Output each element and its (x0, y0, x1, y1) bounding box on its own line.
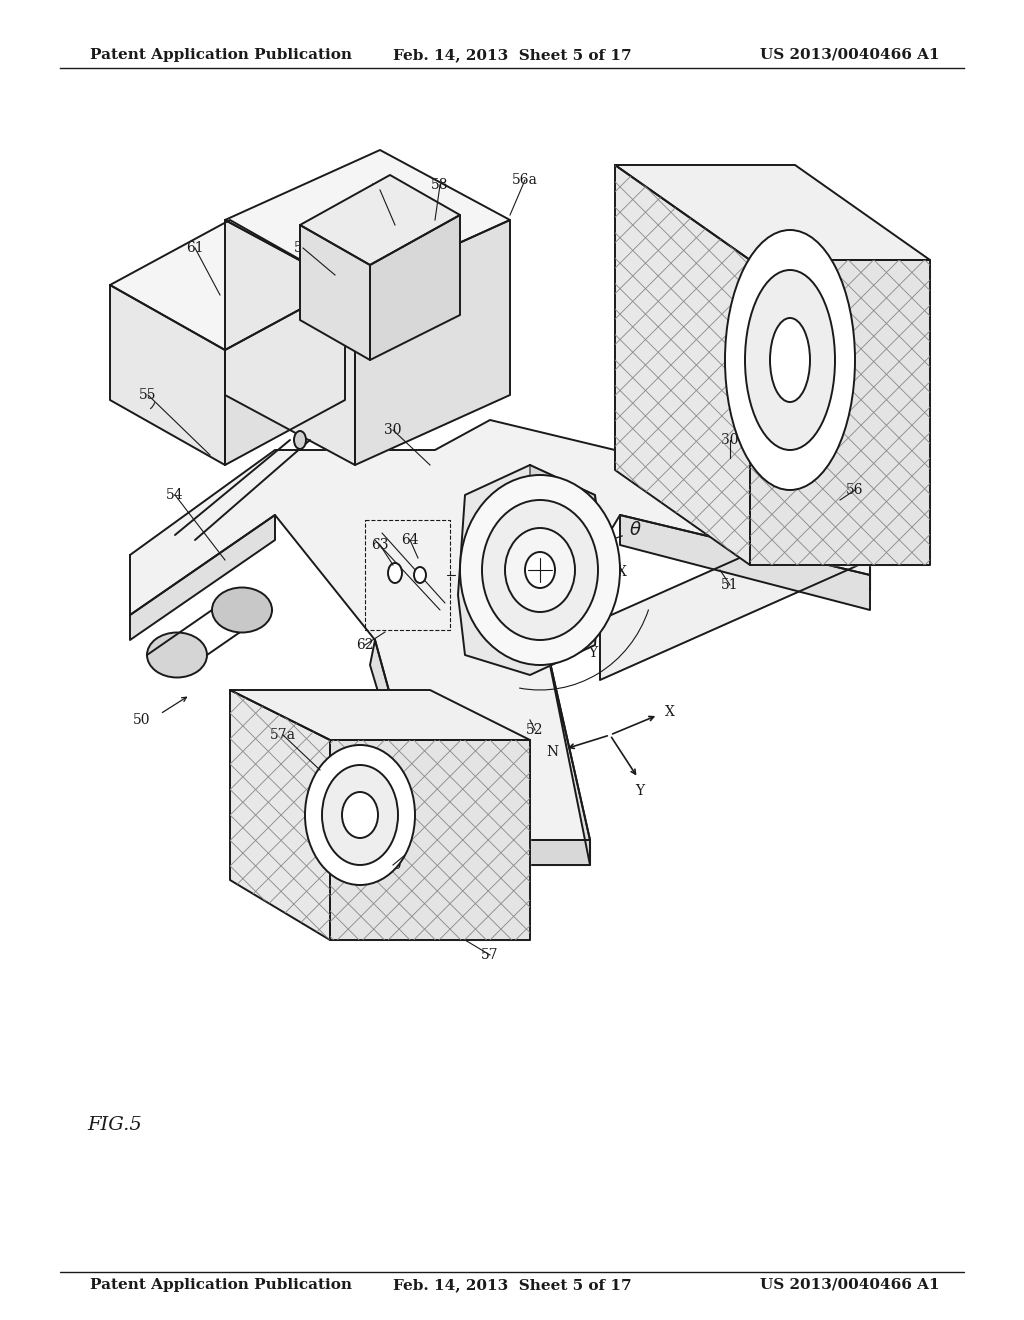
Text: Y: Y (636, 784, 644, 799)
Polygon shape (370, 215, 460, 360)
Text: 57a: 57a (270, 729, 296, 742)
Text: 56a: 56a (512, 173, 538, 187)
Ellipse shape (525, 552, 555, 587)
Polygon shape (600, 500, 870, 680)
Text: Feb. 14, 2013  Sheet 5 of 17: Feb. 14, 2013 Sheet 5 of 17 (392, 1278, 632, 1292)
Text: 56: 56 (846, 483, 864, 498)
Ellipse shape (770, 318, 810, 403)
Polygon shape (110, 285, 225, 465)
Text: 50: 50 (133, 713, 151, 727)
Text: X: X (665, 705, 675, 719)
Polygon shape (430, 840, 590, 865)
Polygon shape (370, 640, 430, 865)
Polygon shape (230, 690, 330, 940)
Polygon shape (750, 260, 930, 565)
Text: 30: 30 (384, 422, 401, 437)
Text: N: N (494, 605, 506, 619)
Ellipse shape (305, 744, 415, 884)
Ellipse shape (322, 766, 398, 865)
Text: 57: 57 (481, 948, 499, 962)
Text: 63: 63 (372, 539, 389, 552)
Polygon shape (355, 220, 510, 465)
Ellipse shape (745, 271, 835, 450)
Text: 55: 55 (139, 388, 157, 403)
Ellipse shape (725, 230, 855, 490)
Polygon shape (300, 224, 370, 360)
Polygon shape (225, 150, 510, 290)
Text: 52: 52 (526, 723, 544, 737)
Ellipse shape (414, 568, 426, 583)
Ellipse shape (147, 632, 207, 677)
Text: US 2013/0040466 A1: US 2013/0040466 A1 (761, 1278, 940, 1292)
Text: 51: 51 (721, 578, 738, 591)
Polygon shape (225, 285, 345, 465)
Text: 61: 61 (186, 242, 204, 255)
Ellipse shape (460, 475, 620, 665)
Ellipse shape (505, 528, 575, 612)
Text: 30: 30 (384, 858, 401, 873)
Text: $\theta$: $\theta$ (629, 521, 641, 539)
Polygon shape (225, 220, 355, 465)
Polygon shape (615, 165, 930, 260)
Polygon shape (230, 690, 530, 741)
Text: 30: 30 (721, 433, 738, 447)
Ellipse shape (212, 587, 272, 632)
Text: 53: 53 (294, 242, 311, 255)
Text: Feb. 14, 2013  Sheet 5 of 17: Feb. 14, 2013 Sheet 5 of 17 (392, 48, 632, 62)
Text: 54: 54 (166, 488, 184, 502)
Text: Patent Application Publication: Patent Application Publication (90, 1278, 352, 1292)
Text: FIG.5: FIG.5 (88, 1115, 142, 1134)
Text: 59: 59 (372, 183, 389, 197)
Ellipse shape (294, 432, 306, 449)
Ellipse shape (482, 500, 598, 640)
Polygon shape (330, 741, 530, 940)
Text: Patent Application Publication: Patent Application Publication (90, 48, 352, 62)
Text: US 2013/0040466 A1: US 2013/0040466 A1 (761, 48, 940, 62)
Text: 62: 62 (356, 638, 374, 652)
Polygon shape (530, 465, 595, 508)
Polygon shape (300, 176, 460, 265)
Polygon shape (130, 515, 275, 640)
Text: 64: 64 (401, 533, 419, 546)
Polygon shape (130, 420, 870, 840)
Ellipse shape (388, 564, 402, 583)
Polygon shape (110, 220, 345, 350)
Text: Y: Y (589, 645, 598, 660)
Text: X: X (617, 565, 627, 579)
Polygon shape (545, 640, 590, 865)
Polygon shape (458, 465, 602, 675)
Polygon shape (615, 165, 750, 565)
Text: 58: 58 (431, 178, 449, 191)
Polygon shape (620, 515, 870, 610)
Text: N: N (546, 744, 558, 759)
Ellipse shape (342, 792, 378, 838)
